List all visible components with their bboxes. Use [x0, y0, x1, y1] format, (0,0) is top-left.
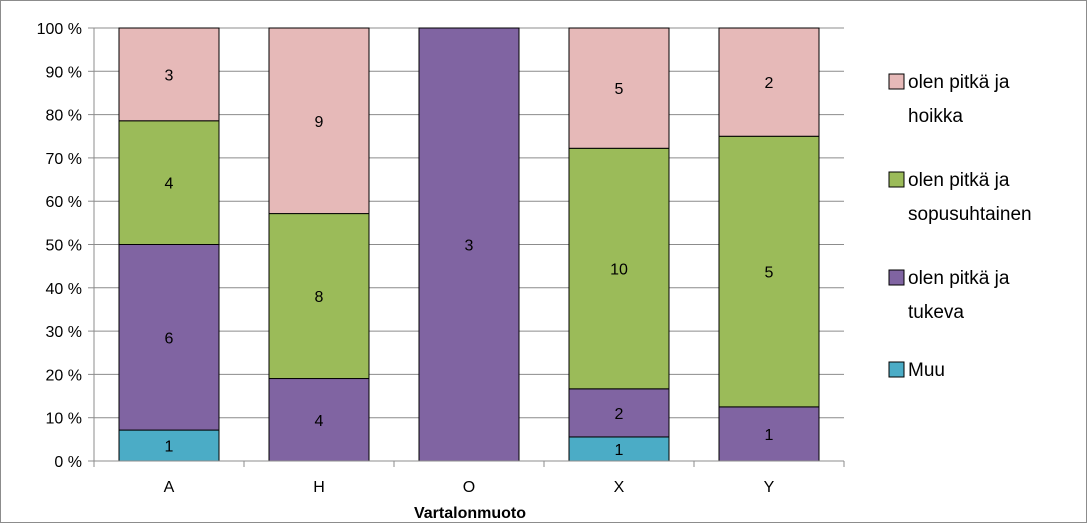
legend-swatch — [889, 362, 904, 377]
y-tick-label: 30 % — [46, 324, 82, 341]
y-tick-label: 0 % — [54, 454, 82, 471]
data-label: 1 — [165, 439, 174, 456]
data-label: 3 — [465, 238, 474, 255]
legend-label: sopusuhtainen — [908, 204, 1032, 225]
legend-swatch — [889, 270, 904, 285]
legend-label: olen pitkä ja — [908, 268, 1010, 289]
legend-entry: olen pitkä ja tukeva — [889, 268, 1010, 323]
y-tick-label: 60 % — [46, 194, 82, 211]
data-label: 2 — [615, 406, 624, 423]
x-axis-title: Vartalonmuoto — [414, 505, 526, 522]
data-label: 3 — [165, 67, 174, 84]
data-label: 4 — [165, 176, 174, 193]
data-label: 6 — [165, 330, 174, 347]
legend-entry: olen pitkä ja sopusuhtainen — [889, 170, 1032, 225]
data-label: 8 — [315, 289, 324, 306]
data-label: 10 — [610, 262, 628, 279]
legend-label: tukeva — [908, 302, 964, 323]
legend-label: hoikka — [908, 106, 963, 127]
x-tick-label: Y — [764, 479, 775, 496]
y-tick-label: 40 % — [46, 281, 82, 298]
y-tick-label: 80 % — [46, 108, 82, 125]
data-label: 2 — [765, 75, 774, 92]
legend-entry: Muu — [889, 360, 945, 381]
legend-swatch — [889, 74, 904, 89]
x-tick-label: X — [614, 479, 625, 496]
legend-label: olen pitkä ja — [908, 170, 1010, 191]
data-label: 1 — [765, 427, 774, 444]
legend: olen pitkä ja hoikka olen pitkä ja sopusuht… — [889, 72, 1032, 381]
y-tick-label: 10 % — [46, 411, 82, 428]
y-tick-label: 90 % — [46, 64, 82, 81]
data-label: 5 — [615, 81, 624, 98]
y-tick-label: 20 % — [46, 367, 82, 384]
data-label: 4 — [315, 413, 324, 430]
y-axis-ticks: 0 % 10 % 20 % 30 % 40 % 50 % 60 % 70 % 80 % 90 % 1… — [37, 21, 94, 471]
x-tick-label: H — [313, 479, 325, 496]
y-tick-label: 70 % — [46, 151, 82, 168]
data-label: 9 — [315, 114, 324, 131]
legend-entry: olen pitkä ja hoikka — [889, 72, 1010, 127]
x-tick-label: O — [463, 479, 475, 496]
data-label: 1 — [615, 442, 624, 459]
legend-swatch — [889, 172, 904, 187]
y-tick-label: 50 % — [46, 238, 82, 255]
data-label: 5 — [765, 265, 774, 282]
legend-label: Muu — [908, 360, 945, 381]
y-tick-label: 100 % — [37, 21, 82, 38]
x-tick-label: A — [164, 479, 175, 496]
legend-label: olen pitkä ja — [908, 72, 1010, 93]
